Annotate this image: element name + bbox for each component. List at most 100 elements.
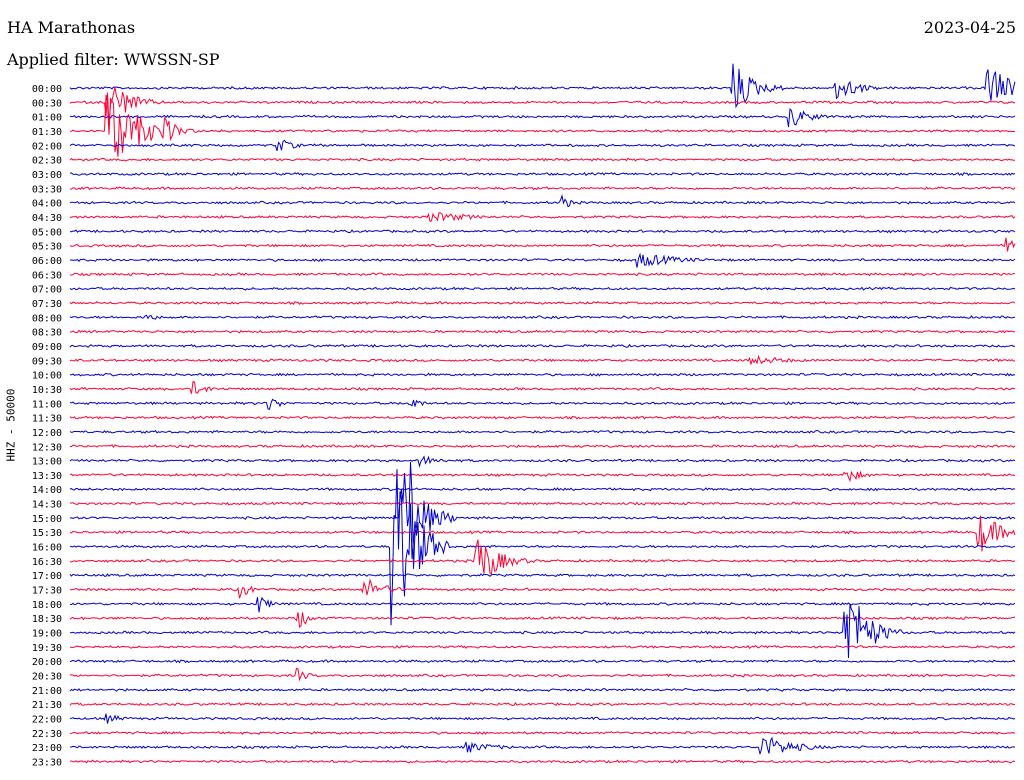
row-time-label: 03:00 — [32, 170, 62, 181]
row-time-label: 09:30 — [32, 356, 62, 367]
row-time-label: 00:00 — [32, 84, 62, 95]
row-time-label: 05:30 — [32, 242, 62, 253]
seismic-trace-0100 — [70, 108, 1016, 128]
seismic-trace-0430 — [69, 212, 1016, 222]
seismic-trace-1330 — [69, 470, 1016, 483]
row-time-label: 15:30 — [32, 528, 62, 539]
seismic-trace-0130 — [69, 94, 1016, 157]
row-time-label: 19:30 — [32, 643, 62, 654]
seismic-trace-2000 — [69, 659, 1016, 664]
row-time-label: 04:30 — [32, 213, 62, 224]
row-time-label: 06:00 — [32, 256, 62, 267]
row-time-label: 18:00 — [32, 600, 62, 611]
row-time-label: 13:30 — [32, 471, 62, 482]
filter-label: Applied filter: WWSSN-SP — [7, 50, 220, 69]
seismic-trace-2100 — [69, 687, 1016, 692]
row-time-label: 14:00 — [32, 485, 62, 496]
row-time-label: 22:30 — [32, 729, 62, 740]
seismic-trace-1400 — [69, 487, 1016, 492]
seismic-trace-2030 — [69, 667, 1016, 682]
row-time-label: 22:00 — [32, 715, 62, 726]
seismic-trace-0730 — [69, 300, 1016, 306]
row-time-label: 23:30 — [32, 758, 62, 769]
seismic-trace-1830 — [69, 612, 1016, 628]
seismic-trace-0830 — [69, 329, 1015, 334]
row-time-label: 20:30 — [32, 672, 62, 683]
row-time-label: 06:30 — [32, 270, 62, 281]
recording-date: 2023-04-25 — [923, 18, 1016, 37]
seismic-trace-0030 — [69, 87, 1015, 126]
seismic-trace-2300 — [70, 736, 1015, 755]
seismic-trace-2130 — [69, 702, 1016, 707]
seismic-trace-1730 — [70, 578, 1016, 599]
seismic-trace-1800 — [69, 596, 1016, 613]
row-time-label: 13:00 — [32, 457, 62, 468]
row-time-label: 07:00 — [32, 285, 62, 296]
row-time-label: 08:00 — [32, 313, 62, 324]
row-time-label: 23:00 — [32, 743, 62, 754]
row-time-label: 10:30 — [32, 385, 62, 396]
seismic-trace-1130 — [69, 415, 1016, 420]
row-time-label: 20:00 — [32, 657, 62, 668]
seismic-trace-2330 — [69, 759, 1016, 764]
row-time-label: 14:30 — [32, 500, 62, 511]
row-time-label: 21:30 — [32, 700, 62, 711]
seismic-trace-1500 — [69, 461, 1016, 569]
row-time-label: 01:00 — [32, 113, 62, 124]
seismic-trace-1430 — [69, 501, 1016, 506]
row-time-label: 09:00 — [32, 342, 62, 353]
seismic-trace-1100 — [69, 398, 1016, 411]
row-time-label: 18:30 — [32, 614, 62, 625]
seismic-trace-1030 — [69, 380, 1016, 394]
seismic-trace-0230 — [69, 157, 1016, 162]
seismic-trace-1630 — [69, 539, 1016, 575]
seismic-trace-0330 — [69, 186, 1016, 191]
row-time-label: 11:00 — [32, 399, 62, 410]
seismic-trace-0300 — [69, 171, 1016, 177]
seismic-trace-0530 — [69, 237, 1016, 252]
seismic-trace-0900 — [69, 343, 1016, 348]
seismic-trace-1200 — [69, 429, 1016, 434]
seismic-trace-1900 — [69, 603, 1016, 659]
seismic-trace-1600 — [69, 469, 1016, 626]
row-time-label: 16:00 — [32, 543, 62, 554]
seismic-trace-1930 — [69, 644, 1016, 650]
seismic-trace-2230 — [69, 730, 1016, 735]
seismic-trace-0600 — [69, 252, 1016, 268]
row-time-label: 03:30 — [32, 184, 62, 195]
seismic-trace-0200 — [69, 139, 1016, 152]
row-time-label: 10:00 — [32, 371, 62, 382]
row-time-label: 02:30 — [32, 156, 62, 167]
seismic-trace-1530 — [69, 515, 1016, 552]
row-time-label: 19:00 — [32, 629, 62, 640]
seismic-trace-0500 — [69, 229, 1016, 234]
seismic-trace-0800 — [69, 314, 1016, 320]
station-title: HA Marathonas — [7, 18, 136, 37]
seismic-trace-0000 — [69, 63, 1016, 109]
seismic-trace-1000 — [69, 372, 1016, 377]
row-time-label: 11:30 — [32, 414, 62, 425]
seismic-trace-2200 — [69, 713, 1016, 724]
seismic-trace-0930 — [69, 354, 1016, 366]
seismic-trace-1300 — [69, 455, 1016, 468]
row-time-label: 15:00 — [32, 514, 62, 525]
row-time-label: 05:00 — [32, 227, 62, 238]
seismic-trace-1700 — [69, 573, 1016, 578]
seismic-trace-0400 — [69, 194, 1016, 208]
seismic-trace-1230 — [70, 444, 1016, 449]
row-time-label: 07:30 — [32, 299, 62, 310]
row-time-label: 04:00 — [32, 199, 62, 210]
row-time-label: 12:00 — [32, 428, 62, 439]
row-time-label: 08:30 — [32, 328, 62, 339]
seismic-trace-0630 — [70, 272, 1016, 277]
row-time-label: 16:30 — [32, 557, 62, 568]
row-time-label: 01:30 — [32, 127, 62, 138]
row-time-label: 17:00 — [32, 571, 62, 582]
seismic-trace-0700 — [69, 286, 1016, 291]
row-time-label: 17:30 — [32, 586, 62, 597]
row-time-label: 00:30 — [32, 98, 62, 109]
row-time-label: 21:00 — [32, 686, 62, 697]
row-time-label: 12:30 — [32, 442, 62, 453]
row-time-label: 02:00 — [32, 141, 62, 152]
